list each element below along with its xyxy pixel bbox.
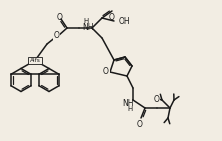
Text: O: O xyxy=(137,120,143,129)
Text: O: O xyxy=(103,68,109,77)
FancyBboxPatch shape xyxy=(28,57,42,64)
Text: O: O xyxy=(109,13,115,21)
Text: H: H xyxy=(127,106,133,112)
Text: NH: NH xyxy=(122,99,134,107)
Text: NH: NH xyxy=(83,23,94,31)
Text: H: H xyxy=(83,18,89,24)
Text: O: O xyxy=(154,95,160,104)
Text: OH: OH xyxy=(119,16,131,26)
Text: O: O xyxy=(57,13,63,22)
Text: Alfs: Alfs xyxy=(30,58,40,63)
Text: O: O xyxy=(54,31,59,40)
